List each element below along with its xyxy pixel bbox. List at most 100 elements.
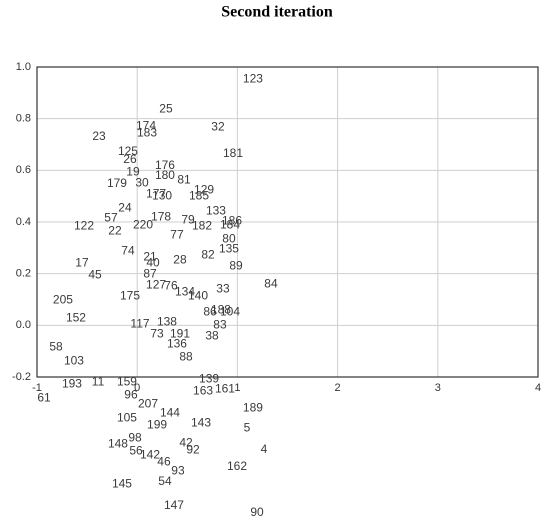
point-label: 185 — [189, 188, 209, 202]
point-label: 38 — [205, 329, 219, 343]
point-label: 82 — [201, 247, 215, 261]
point-label: 147 — [164, 498, 184, 512]
point-label: 77 — [170, 227, 184, 241]
point-label: 56 — [129, 444, 143, 458]
point-label: 144 — [160, 406, 180, 420]
point-label: 179 — [107, 176, 127, 190]
point-label: 21 — [143, 249, 157, 263]
x-tick-label: 3 — [435, 382, 441, 394]
y-tick-label: 1.0 — [16, 61, 31, 73]
point-label: 199 — [147, 418, 167, 432]
point-label: 80 — [222, 231, 236, 245]
point-label: 138 — [157, 314, 177, 328]
x-tick-label: 4 — [535, 382, 541, 394]
point-label: 45 — [88, 267, 102, 281]
point-label: 161 — [215, 382, 235, 396]
point-label: 163 — [193, 384, 213, 398]
point-label: 183 — [137, 125, 157, 139]
point-label: 89 — [229, 258, 243, 272]
point-label: 136 — [167, 337, 187, 351]
point-label: 83 — [213, 318, 227, 332]
point-label: 79 — [181, 212, 195, 226]
point-label: 184 — [220, 217, 240, 231]
y-tick-label: 0.0 — [16, 319, 31, 331]
point-label: 181 — [223, 146, 243, 160]
x-tick-label: -1 — [32, 382, 42, 394]
point-label: 23 — [92, 129, 106, 143]
point-label: 127 — [146, 277, 166, 291]
y-tick-label: 0.6 — [16, 164, 31, 176]
chart-title: Second iteration — [221, 4, 333, 21]
point-label: 140 — [188, 289, 208, 303]
point-label: 17 — [75, 256, 89, 270]
point-label: 58 — [49, 339, 63, 353]
point-label: 186 — [222, 213, 242, 227]
y-tick-label: 0.8 — [16, 113, 31, 125]
point-label: 28 — [173, 252, 187, 266]
point-label: 123 — [243, 71, 263, 85]
point-label: 174 — [136, 118, 156, 132]
point-label: 139 — [199, 371, 219, 385]
point-label: 180 — [155, 168, 175, 182]
point-label: 32 — [211, 119, 225, 133]
point-label: 159 — [117, 375, 137, 389]
x-tick-label: 0 — [134, 382, 140, 394]
point-label: 84 — [264, 276, 278, 290]
point-label: 5 — [244, 421, 251, 435]
point-label: 117 — [130, 316, 149, 330]
point-label: 142 — [140, 448, 160, 462]
y-tick-label: -0.2 — [12, 371, 31, 383]
point-label: 93 — [171, 464, 185, 478]
point-label: 182 — [192, 218, 212, 232]
point-label: 178 — [151, 209, 171, 223]
point-label: 143 — [191, 416, 211, 430]
point-label: 145 — [112, 477, 132, 491]
point-label: 133 — [206, 203, 226, 217]
point-label: 24 — [118, 200, 132, 214]
point-label: 189 — [243, 401, 263, 415]
point-label: 33 — [216, 281, 230, 295]
point-label: 26 — [123, 152, 137, 166]
point-label: 19 — [126, 164, 140, 178]
point-label: 74 — [121, 243, 135, 257]
point-label: 177 — [146, 186, 166, 200]
point-label: 46 — [157, 455, 171, 469]
point-label: 152 — [66, 311, 86, 325]
point-label: 92 — [186, 443, 200, 457]
point-label: 54 — [158, 474, 172, 488]
point-label: 104 — [220, 305, 240, 319]
point-label: 129 — [194, 182, 214, 196]
point-label: 96 — [124, 388, 138, 402]
point-label: 130 — [152, 188, 172, 202]
point-label: 148 — [108, 437, 128, 451]
y-tick-label: 0.2 — [16, 268, 31, 280]
point-label: 188 — [211, 303, 231, 317]
point-label: 76 — [164, 278, 178, 292]
point-label: 42 — [179, 436, 193, 450]
point-label: 193 — [62, 377, 82, 391]
point-label: 4 — [261, 442, 268, 456]
point-label: 125 — [118, 144, 138, 158]
point-label: 22 — [108, 223, 122, 237]
x-tick-label: 1 — [234, 382, 240, 394]
point-label: 25 — [159, 101, 173, 115]
point-label: 87 — [143, 266, 157, 280]
point-label: 162 — [227, 459, 247, 473]
point-label: 176 — [155, 158, 175, 172]
point-label: 86 — [203, 305, 217, 319]
point-label: 11 — [92, 375, 105, 389]
point-label: 88 — [179, 350, 193, 364]
point-label: 135 — [219, 241, 239, 255]
plot-frame — [36, 66, 539, 378]
point-label: 134 — [175, 284, 195, 298]
point-label: 103 — [64, 354, 84, 368]
point-label: 98 — [128, 431, 142, 445]
point-label: 220 — [133, 217, 153, 231]
point-label: 73 — [150, 327, 164, 341]
point-label: 122 — [74, 218, 94, 232]
point-label: 61 — [37, 391, 51, 405]
point-label: 90 — [250, 505, 264, 519]
x-tick-label: 2 — [335, 382, 341, 394]
y-tick-label: 0.4 — [16, 216, 31, 228]
